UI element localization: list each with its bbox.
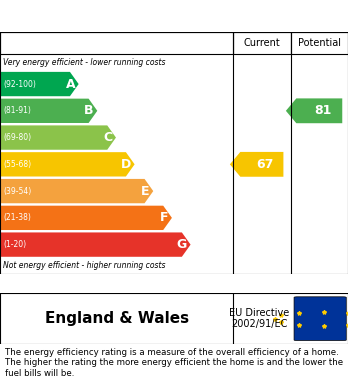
FancyBboxPatch shape (294, 297, 346, 341)
Polygon shape (0, 126, 116, 150)
Text: Not energy efficient - higher running costs: Not energy efficient - higher running co… (3, 261, 166, 270)
Text: Potential: Potential (298, 38, 341, 48)
Polygon shape (286, 99, 342, 123)
Text: (39-54): (39-54) (3, 187, 32, 196)
Bar (233, 32, 291, 54)
Text: (81-91): (81-91) (3, 106, 31, 115)
Polygon shape (0, 232, 191, 257)
Polygon shape (0, 72, 79, 96)
Text: England & Wales: England & Wales (45, 311, 189, 326)
Text: (1-20): (1-20) (3, 240, 26, 249)
Text: Current: Current (244, 38, 280, 48)
Text: (21-38): (21-38) (3, 213, 31, 222)
Text: C: C (103, 131, 112, 144)
Text: G: G (177, 238, 187, 251)
Text: (55-68): (55-68) (3, 160, 32, 169)
Text: EU Directive
2002/91/EC: EU Directive 2002/91/EC (229, 308, 290, 330)
Text: Very energy efficient - lower running costs: Very energy efficient - lower running co… (3, 58, 166, 67)
Bar (0, 32, 233, 54)
Bar (291, 32, 348, 54)
Text: E: E (141, 185, 150, 197)
Polygon shape (230, 152, 283, 177)
Text: B: B (84, 104, 94, 117)
Polygon shape (0, 152, 135, 176)
Polygon shape (0, 206, 172, 230)
Text: (69-80): (69-80) (3, 133, 32, 142)
Polygon shape (0, 179, 153, 203)
Text: F: F (160, 212, 168, 224)
Text: The energy efficiency rating is a measure of the overall efficiency of a home. T: The energy efficiency rating is a measur… (5, 348, 343, 378)
Text: D: D (121, 158, 131, 171)
Text: Energy Efficiency Rating: Energy Efficiency Rating (69, 9, 279, 23)
Text: A: A (65, 77, 75, 91)
Text: 81: 81 (314, 104, 331, 117)
Polygon shape (0, 99, 97, 123)
Text: 67: 67 (257, 158, 274, 171)
Text: (92-100): (92-100) (3, 79, 36, 88)
